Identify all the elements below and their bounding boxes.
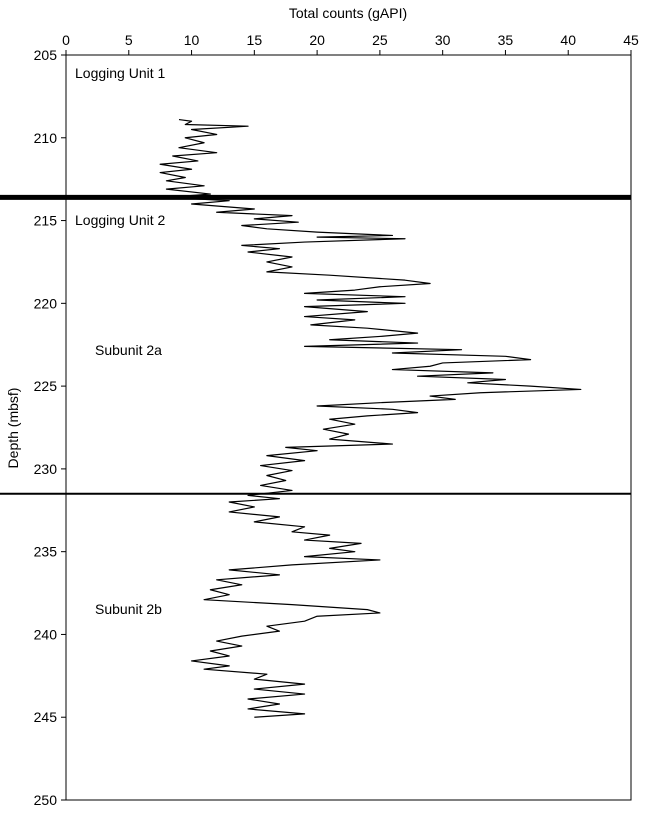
x-tick-label: 20 <box>309 32 325 48</box>
y-tick-label: 235 <box>34 544 58 560</box>
y-tick-label: 230 <box>34 461 58 477</box>
y-tick-label: 220 <box>34 295 58 311</box>
x-tick-label: 45 <box>623 32 639 48</box>
annotation: Logging Unit 2 <box>75 212 166 228</box>
y-tick-label: 250 <box>34 792 58 808</box>
x-tick-label: 40 <box>560 32 576 48</box>
plot-frame <box>65 54 632 801</box>
x-tick-label: 35 <box>498 32 514 48</box>
annotation: Subunit 2a <box>95 342 162 358</box>
y-tick-label: 245 <box>34 709 58 725</box>
y-tick-label: 215 <box>34 213 58 229</box>
y-tick-label: 225 <box>34 378 58 394</box>
annotation: Logging Unit 1 <box>75 65 166 81</box>
x-tick-label: 0 <box>62 32 70 48</box>
x-tick-label: 10 <box>184 32 200 48</box>
y-tick-label: 240 <box>34 626 58 642</box>
x-tick-label: 5 <box>125 32 133 48</box>
y-axis-label: Depth (mbsf) <box>5 388 21 469</box>
x-axis-label: Total counts (gAPI) <box>289 5 407 21</box>
y-tick-label: 210 <box>34 130 58 146</box>
x-tick-label: 15 <box>247 32 263 48</box>
log-trace <box>159 118 582 718</box>
x-tick-label: 25 <box>372 32 388 48</box>
y-tick-label: 205 <box>34 47 58 63</box>
x-tick-label: 30 <box>435 32 451 48</box>
annotation: Subunit 2b <box>95 601 162 617</box>
